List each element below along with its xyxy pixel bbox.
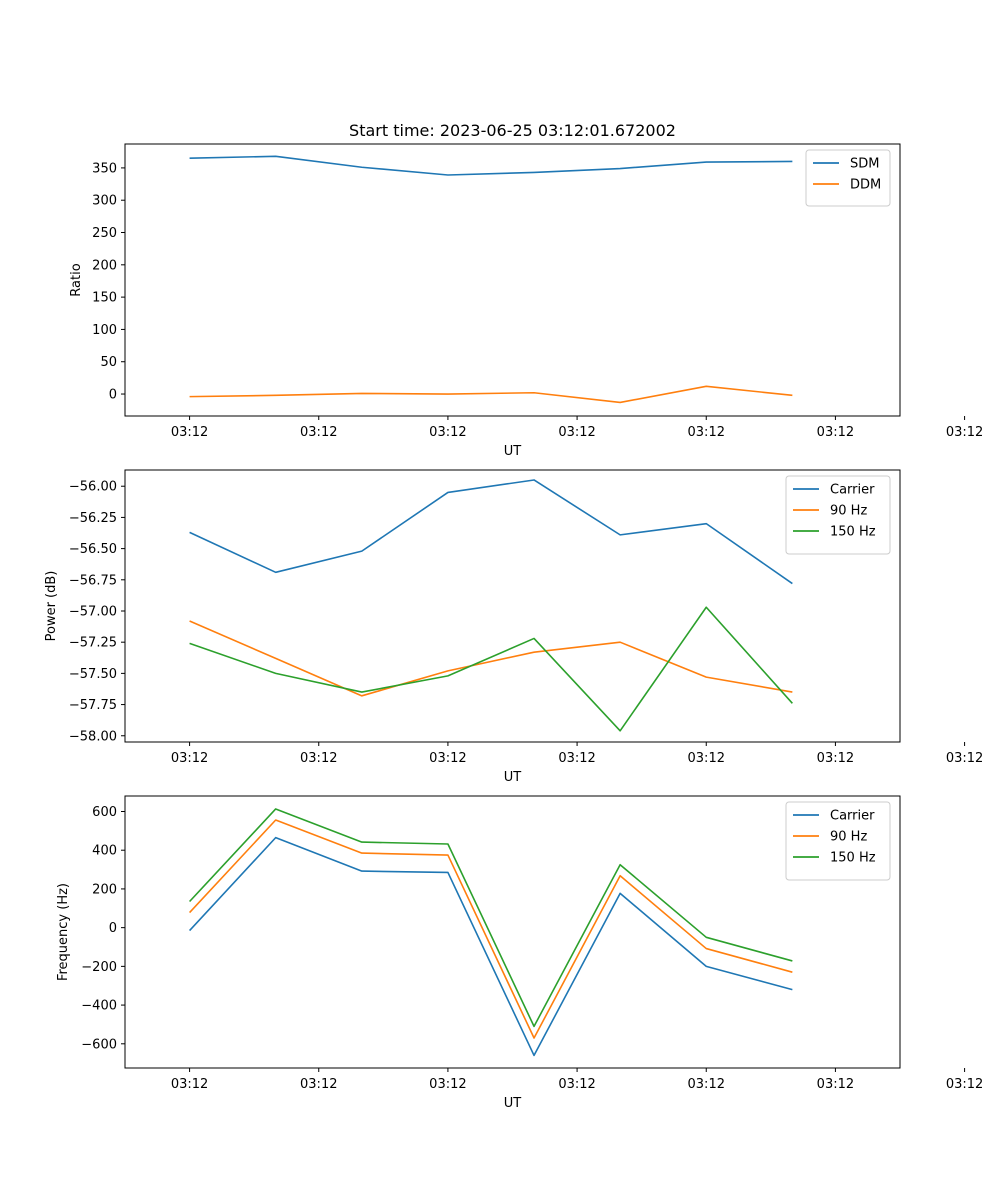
chart-panel-3: 03:12 03:12 03:12 03:12 03:12 03:12 03:12 −600 −…: [56, 795, 983, 1111]
legend: SDM DDM: [805, 149, 891, 207]
x-axis-label: UT: [504, 770, 522, 785]
chart-title: Start time: 2023-06-25 03:12:01.672002: [349, 121, 676, 140]
legend: Carrier 90 Hz 150 Hz: [785, 801, 891, 881]
x-tick-label: 03:12: [300, 751, 337, 766]
legend-entry: 150 Hz: [830, 851, 876, 866]
series-line-sdm: [189, 155, 793, 176]
y-axis-label: Frequency (Hz): [56, 883, 71, 981]
x-tick-label: 03:12: [688, 425, 725, 440]
y-tick-label: −58.00: [69, 729, 117, 744]
y-tick-label: −400: [81, 999, 117, 1014]
y-tick-label: 400: [92, 844, 117, 859]
y-axis-label: Ratio: [69, 263, 84, 296]
x-tick-label: 03:12: [171, 1077, 208, 1092]
legend-entry: SDM: [850, 157, 879, 172]
y-tick-label: −57.75: [69, 698, 117, 713]
x-tick-label: 03:12: [946, 751, 983, 766]
series-line-150-hz: [189, 606, 793, 732]
axes-frame: [124, 469, 901, 743]
legend-box: [785, 801, 891, 881]
x-tick-label: 03:12: [817, 425, 854, 440]
legend-entry: 90 Hz: [830, 504, 867, 519]
x-tick-label: 03:12: [300, 1077, 337, 1092]
legend-entry: Carrier: [830, 809, 875, 824]
chart-panel-1: 03:12 03:12 03:12 03:12 03:12 03:12 03:12 0 50 10…: [69, 121, 983, 459]
y-tick-label: −56.50: [69, 542, 117, 557]
x-tick-label: 03:12: [817, 751, 854, 766]
x-tick-label: 03:12: [558, 1077, 595, 1092]
x-tick-label: 03:12: [429, 751, 466, 766]
x-tick-label: 03:12: [171, 425, 208, 440]
y-tick-label: −56.00: [69, 480, 117, 495]
y-tick-label: −56.75: [69, 573, 117, 588]
series-line-ddm: [189, 385, 793, 404]
y-tick-label: 0: [109, 921, 117, 936]
legend-box: [785, 475, 891, 555]
x-tick-label: 03:12: [946, 425, 983, 440]
y-tick-label: 600: [92, 805, 117, 820]
x-tick-label: 03:12: [558, 425, 595, 440]
y-axis-label: Power (dB): [44, 571, 59, 642]
x-tick-label: 03:12: [558, 751, 595, 766]
series-line-90-hz: [188, 819, 793, 1039]
chart-panel-2: 03:12 03:12 03:12 03:12 03:12 03:12 03:12 −58.0…: [44, 469, 983, 785]
y-tick-label: −600: [81, 1037, 117, 1052]
x-tick-label: 03:12: [688, 751, 725, 766]
legend-entry: 90 Hz: [830, 830, 867, 845]
y-tick-label: 200: [92, 258, 117, 273]
y-tick-label: 350: [92, 161, 117, 176]
legend-entry: DDM: [850, 178, 881, 193]
axes-frame: [124, 143, 901, 417]
x-tick-label: 03:12: [429, 425, 466, 440]
y-tick-label: −56.25: [69, 511, 117, 526]
x-axis-label: UT: [504, 1096, 522, 1111]
y-tick-label: −57.25: [69, 636, 117, 651]
y-tick-label: 0: [109, 388, 117, 403]
legend-entry: 150 Hz: [830, 525, 876, 540]
x-tick-label: 03:12: [171, 751, 208, 766]
series-line-150-hz: [188, 808, 793, 1028]
legend-box: [805, 149, 891, 207]
x-tick-label: 03:12: [429, 1077, 466, 1092]
y-tick-label: 300: [92, 194, 117, 209]
series-line-carrier: [189, 479, 793, 585]
y-tick-label: −57.00: [69, 604, 117, 619]
y-tick-label: −57.50: [69, 667, 117, 682]
y-tick-label: 100: [92, 323, 117, 338]
x-tick-label: 03:12: [300, 425, 337, 440]
x-axis-label: UT: [504, 444, 522, 459]
series-line-90-hz: [189, 620, 793, 697]
y-tick-label: 150: [92, 291, 117, 306]
axes-frame: [124, 795, 901, 1069]
series-line-carrier: [188, 836, 793, 1057]
y-tick-label: 250: [92, 226, 117, 241]
x-tick-label: 03:12: [817, 1077, 854, 1092]
x-tick-label: 03:12: [688, 1077, 725, 1092]
y-tick-label: −200: [81, 960, 117, 975]
y-tick-label: 50: [100, 355, 117, 370]
x-tick-label: 03:12: [946, 1077, 983, 1092]
y-tick-label: 200: [92, 882, 117, 897]
legend-entry: Carrier: [830, 483, 875, 498]
legend: Carrier 90 Hz 150 Hz: [785, 475, 891, 555]
